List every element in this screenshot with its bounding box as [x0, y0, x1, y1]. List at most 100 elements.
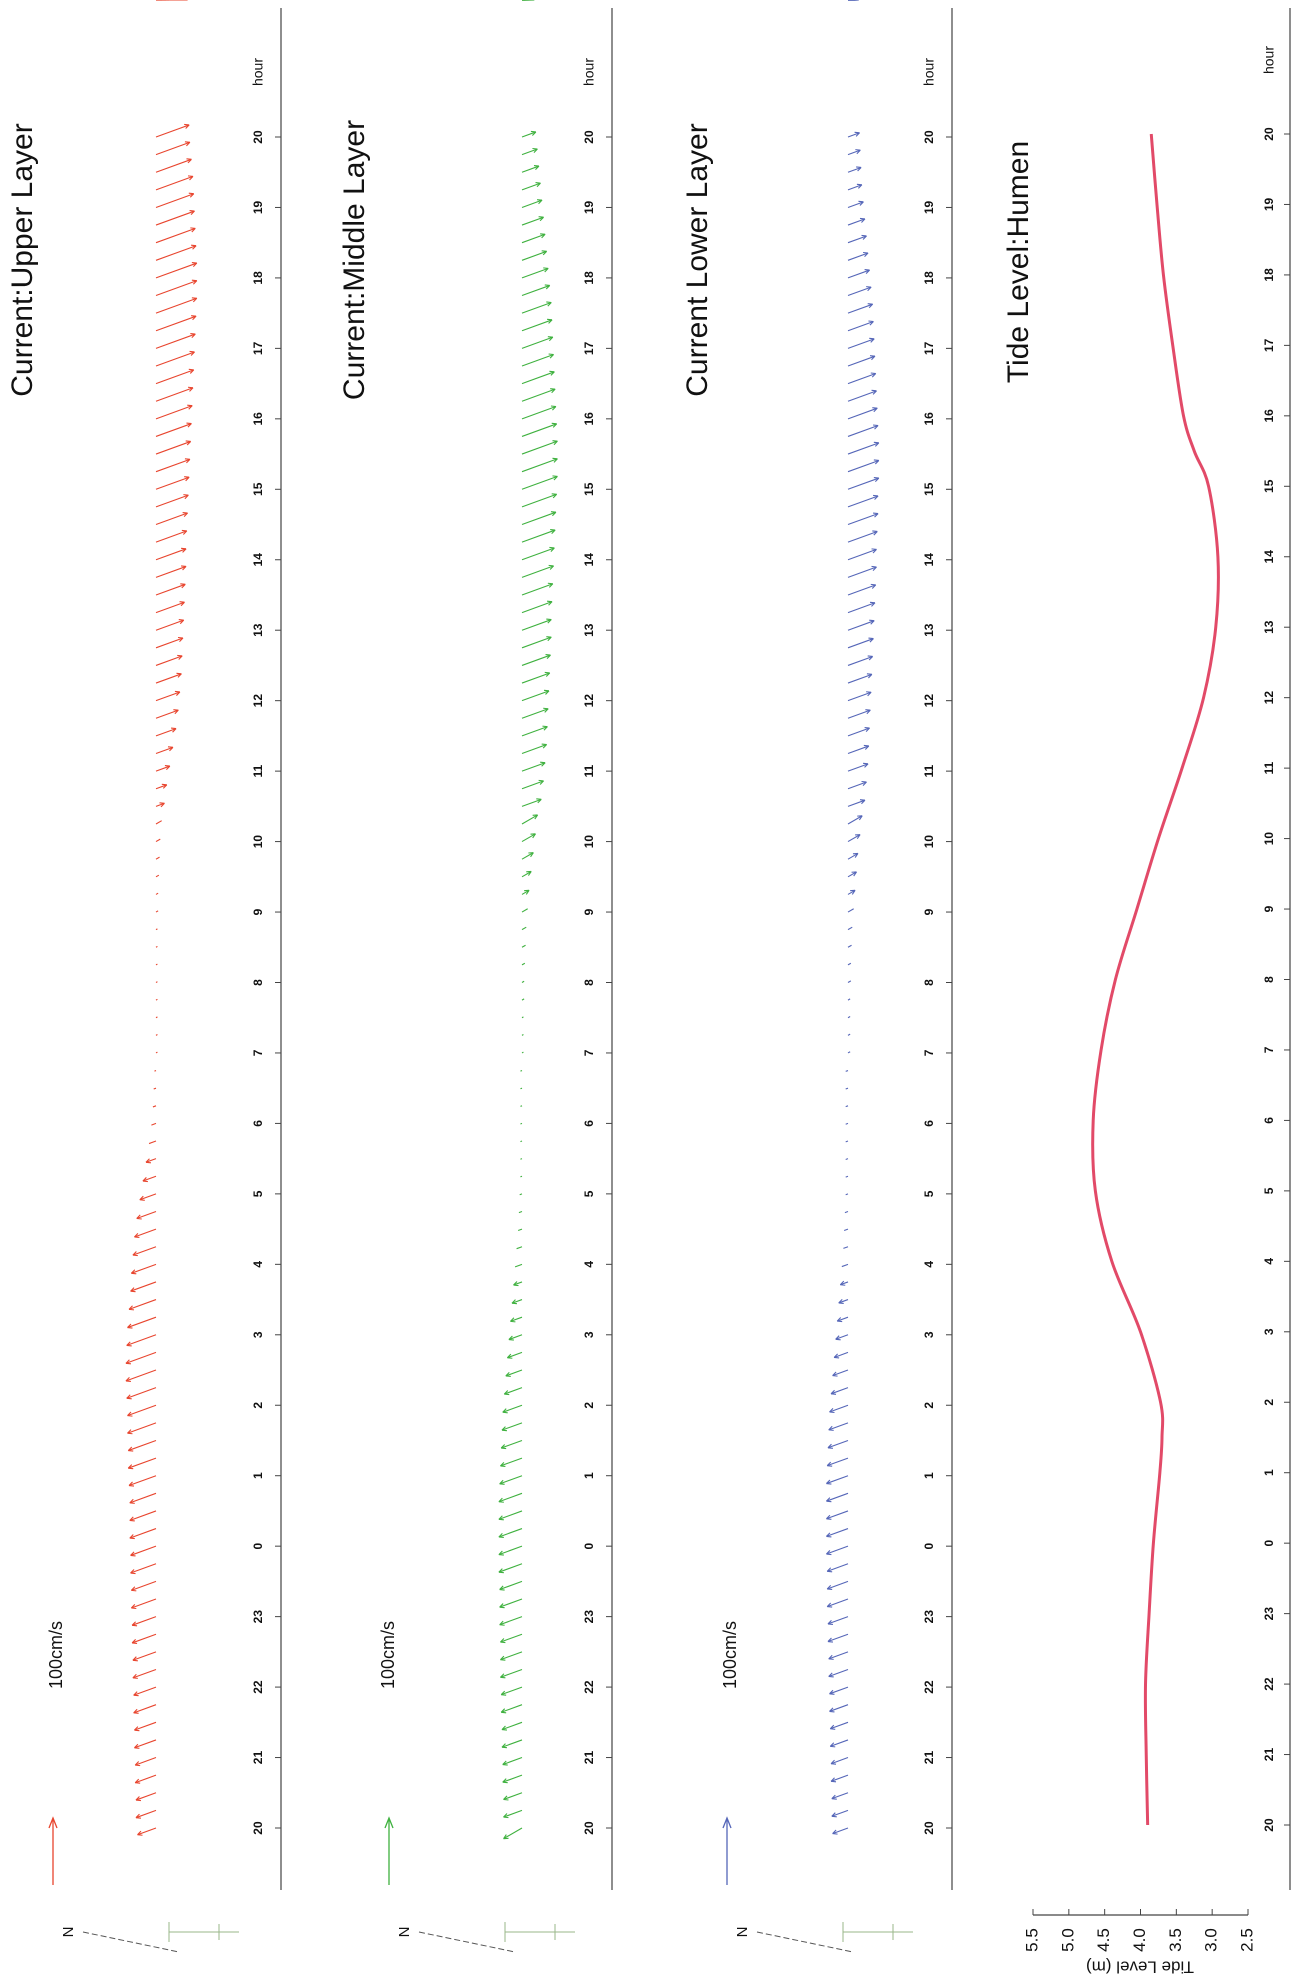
current-vector — [847, 320, 874, 332]
current-vector — [828, 1651, 849, 1660]
x-tick-label: 9 — [251, 908, 265, 915]
current-vector — [506, 1351, 523, 1359]
current-vector — [847, 944, 852, 948]
current-vector — [153, 1087, 157, 1090]
current-vector — [829, 1686, 849, 1695]
current-vector — [844, 1210, 849, 1214]
current-vector — [521, 798, 542, 807]
current-vector — [155, 494, 189, 508]
current-vector — [835, 1334, 849, 1341]
current-vector — [155, 601, 185, 614]
x-tick-label: 23 — [1262, 1607, 1276, 1621]
x-tick-label: 7 — [251, 1049, 265, 1056]
current-vector — [521, 233, 546, 244]
current-vector — [155, 783, 168, 790]
y-tick-label: 5.0 — [1058, 1928, 1077, 1952]
x-tick-label: 10 — [251, 835, 265, 849]
current-vector — [155, 262, 198, 279]
current-vector — [521, 1016, 524, 1019]
x-tick-label: 23 — [922, 1610, 936, 1624]
x-tick-label: 14 — [251, 553, 265, 567]
current-vector — [130, 1263, 157, 1275]
current-vector — [145, 1158, 157, 1164]
current-vector — [499, 1616, 523, 1626]
current-vector — [521, 908, 528, 913]
current-vector — [155, 565, 187, 578]
current-vector — [128, 1475, 157, 1487]
current-vector — [826, 1545, 849, 1556]
current-vector — [833, 1351, 849, 1359]
x-tick-label: 19 — [251, 200, 265, 214]
current-vector — [838, 1298, 849, 1304]
current-vector — [155, 838, 161, 843]
x-tick-label: 11 — [922, 764, 936, 777]
current-vector — [129, 1528, 157, 1540]
x-tick-label: 3 — [922, 1331, 936, 1338]
current-vector — [155, 547, 187, 561]
current-vector — [132, 1668, 157, 1679]
current-vector — [130, 1598, 157, 1610]
north-indicator: N — [734, 1922, 913, 1953]
current-vector — [845, 1087, 849, 1090]
current-vector — [521, 998, 525, 1001]
current-vector — [847, 131, 860, 138]
x-tick-label: 12 — [922, 694, 936, 708]
current-vector — [847, 565, 877, 578]
current-vector — [521, 182, 541, 191]
current-vector — [155, 910, 159, 913]
svg-text:N: N — [60, 1927, 77, 1938]
x-tick-label: 13 — [251, 623, 265, 637]
current-vector — [521, 814, 539, 825]
current-vector — [847, 372, 877, 385]
current-vector — [847, 1051, 851, 1054]
current-vector — [521, 962, 526, 966]
x-tick-label: 0 — [922, 1543, 936, 1550]
current-vector — [521, 250, 548, 261]
current-vector — [155, 672, 182, 684]
x-tick-label: 13 — [1262, 620, 1276, 634]
current-vector — [516, 1246, 523, 1250]
current-vector — [125, 1369, 157, 1383]
x-tick-label: 11 — [582, 764, 596, 777]
current-vector — [521, 654, 551, 666]
current-vector — [513, 1281, 523, 1287]
current-vector — [847, 303, 874, 314]
current-vector — [155, 422, 192, 437]
current-vector — [521, 130, 537, 138]
current-vector — [155, 765, 171, 772]
svg-text:N: N — [396, 1927, 413, 1938]
x-tick-label: 21 — [922, 1751, 936, 1765]
x-tick-label: 9 — [582, 908, 596, 915]
x-tick-label: 22 — [1262, 1677, 1276, 1691]
current-vector — [155, 619, 185, 631]
current-vector — [832, 1827, 849, 1835]
current-vector — [847, 183, 863, 191]
panel-tide-level: Tide Level:Humen202122230123456789101112… — [1002, 8, 1291, 1977]
current-vector — [155, 333, 196, 349]
current-vector — [155, 368, 195, 385]
current-vector — [847, 477, 880, 490]
x-tick-label: 12 — [1262, 691, 1276, 705]
current-vector — [847, 673, 873, 684]
current-vector — [520, 1070, 523, 1072]
current-vector — [155, 746, 174, 755]
current-vector — [830, 1757, 849, 1765]
current-vector — [847, 337, 875, 349]
current-vector — [155, 175, 194, 191]
current-vector — [521, 743, 548, 755]
current-vector — [500, 1704, 523, 1714]
current-vector — [155, 654, 183, 666]
x-tick-label: 20 — [251, 130, 265, 144]
x-tick-label: 3 — [1262, 1328, 1276, 1335]
current-vector — [826, 1563, 849, 1573]
x-tick-label: 6 — [1262, 1117, 1276, 1124]
current-vector — [520, 1158, 523, 1160]
current-vector — [826, 1510, 849, 1520]
current-vector — [148, 1140, 157, 1145]
current-vector — [520, 1087, 523, 1090]
current-vector — [830, 1774, 849, 1783]
x-tick-label: 18 — [582, 271, 596, 285]
current-vector — [503, 1792, 523, 1801]
current-vector — [498, 1492, 523, 1503]
current-vector — [151, 1122, 157, 1126]
